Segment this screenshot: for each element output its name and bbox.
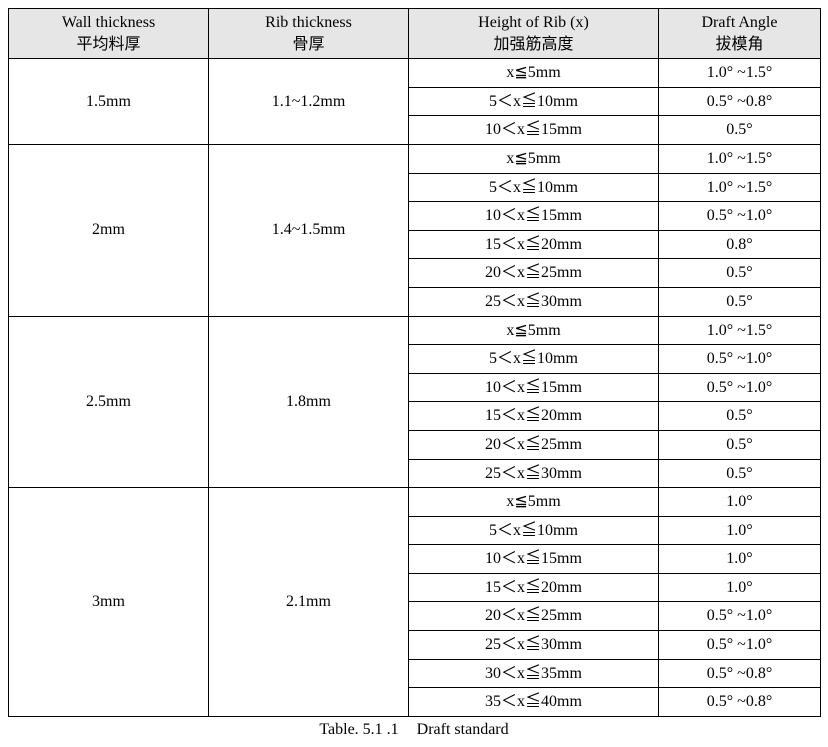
table-row: 2mm1.4~1.5mmx≦5mm1.0° ~1.5° — [9, 144, 821, 173]
cell-rib-height: 25＜x≦30mm — [409, 631, 659, 660]
cell-draft-angle: 0.5° ~1.0° — [659, 373, 821, 402]
cell-rib-height: 5＜x≦10mm — [409, 516, 659, 545]
cell-rib-height: 10＜x≦15mm — [409, 202, 659, 231]
cell-wall-thickness: 1.5mm — [9, 59, 209, 145]
cell-rib-height: 5＜x≦10mm — [409, 173, 659, 202]
th-angle-zh: 拔模角 — [715, 36, 763, 53]
cell-draft-angle: 1.0° ~1.5° — [659, 144, 821, 173]
th-rib-thickness: Rib thickness 骨厚 — [209, 9, 409, 59]
cell-rib-thickness: 2.1mm — [209, 488, 409, 717]
cell-rib-height: 20＜x≦25mm — [409, 259, 659, 288]
cell-rib-height: 15＜x≦20mm — [409, 402, 659, 431]
caption-text: Draft standard — [417, 721, 509, 738]
cell-rib-height: 5＜x≦10mm — [409, 87, 659, 116]
cell-draft-angle: 0.5° — [659, 430, 821, 459]
cell-rib-height: x≦5mm — [409, 59, 659, 88]
th-rib-en: Rib thickness — [265, 14, 352, 31]
cell-draft-angle: 1.0° — [659, 516, 821, 545]
cell-draft-angle: 1.0° — [659, 573, 821, 602]
cell-rib-height: 20＜x≦25mm — [409, 430, 659, 459]
cell-rib-thickness: 1.8mm — [209, 316, 409, 488]
table-body: 1.5mm1.1~1.2mmx≦5mm1.0° ~1.5°5＜x≦10mm0.5… — [9, 59, 821, 717]
cell-rib-height: 10＜x≦15mm — [409, 116, 659, 145]
cell-wall-thickness: 3mm — [9, 488, 209, 717]
cell-draft-angle: 0.5° ~1.0° — [659, 202, 821, 231]
cell-rib-thickness: 1.1~1.2mm — [209, 59, 409, 145]
cell-draft-angle: 0.5° — [659, 287, 821, 316]
cell-rib-height: x≦5mm — [409, 488, 659, 517]
th-angle-en: Draft Angle — [702, 14, 778, 31]
table-row: 1.5mm1.1~1.2mmx≦5mm1.0° ~1.5° — [9, 59, 821, 88]
th-wall-zh: 平均料厚 — [76, 36, 140, 53]
th-wall-thickness: Wall thickness 平均料厚 — [9, 9, 209, 59]
cell-wall-thickness: 2mm — [9, 144, 209, 316]
cell-rib-height: 15＜x≦20mm — [409, 573, 659, 602]
cell-draft-angle: 0.5° — [659, 116, 821, 145]
th-height-en: Height of Rib (x) — [478, 14, 589, 31]
cell-rib-height: 25＜x≦30mm — [409, 459, 659, 488]
cell-draft-angle: 0.5° — [659, 402, 821, 431]
draft-standard-table-container: Wall thickness 平均料厚 Rib thickness 骨厚 Hei… — [8, 8, 820, 739]
cell-rib-thickness: 1.4~1.5mm — [209, 144, 409, 316]
cell-draft-angle: 0.8° — [659, 230, 821, 259]
cell-rib-height: 30＜x≦35mm — [409, 659, 659, 688]
cell-rib-height: 15＜x≦20mm — [409, 230, 659, 259]
cell-draft-angle: 0.5° ~0.8° — [659, 688, 821, 717]
cell-rib-height: 20＜x≦25mm — [409, 602, 659, 631]
draft-standard-table: Wall thickness 平均料厚 Rib thickness 骨厚 Hei… — [8, 8, 821, 717]
caption-number: Table. 5.1 .1 — [319, 721, 398, 738]
cell-rib-height: 25＜x≦30mm — [409, 287, 659, 316]
table-row: 3mm2.1mmx≦5mm1.0° — [9, 488, 821, 517]
th-draft-angle: Draft Angle 拔模角 — [659, 9, 821, 59]
cell-rib-height: x≦5mm — [409, 316, 659, 345]
cell-draft-angle: 0.5° ~1.0° — [659, 602, 821, 631]
th-height-zh: 加强筋高度 — [493, 36, 573, 53]
cell-draft-angle: 1.0° — [659, 545, 821, 574]
cell-draft-angle: 0.5° — [659, 259, 821, 288]
cell-draft-angle: 1.0° — [659, 488, 821, 517]
cell-draft-angle: 0.5° — [659, 459, 821, 488]
cell-draft-angle: 0.5° ~0.8° — [659, 87, 821, 116]
cell-rib-height: 35＜x≦40mm — [409, 688, 659, 717]
cell-draft-angle: 1.0° ~1.5° — [659, 173, 821, 202]
table-row: 2.5mm1.8mmx≦5mm1.0° ~1.5° — [9, 316, 821, 345]
th-height-of-rib: Height of Rib (x) 加强筋高度 — [409, 9, 659, 59]
th-wall-en: Wall thickness — [62, 14, 155, 31]
cell-rib-height: 10＜x≦15mm — [409, 545, 659, 574]
cell-draft-angle: 1.0° ~1.5° — [659, 316, 821, 345]
cell-draft-angle: 0.5° ~0.8° — [659, 659, 821, 688]
table-caption: Table. 5.1 .1 Draft standard — [8, 717, 820, 739]
cell-draft-angle: 0.5° ~1.0° — [659, 631, 821, 660]
table-head: Wall thickness 平均料厚 Rib thickness 骨厚 Hei… — [9, 9, 821, 59]
cell-rib-height: x≦5mm — [409, 144, 659, 173]
cell-rib-height: 5＜x≦10mm — [409, 345, 659, 374]
cell-wall-thickness: 2.5mm — [9, 316, 209, 488]
cell-rib-height: 10＜x≦15mm — [409, 373, 659, 402]
th-rib-zh: 骨厚 — [292, 36, 324, 53]
cell-draft-angle: 1.0° ~1.5° — [659, 59, 821, 88]
cell-draft-angle: 0.5° ~1.0° — [659, 345, 821, 374]
